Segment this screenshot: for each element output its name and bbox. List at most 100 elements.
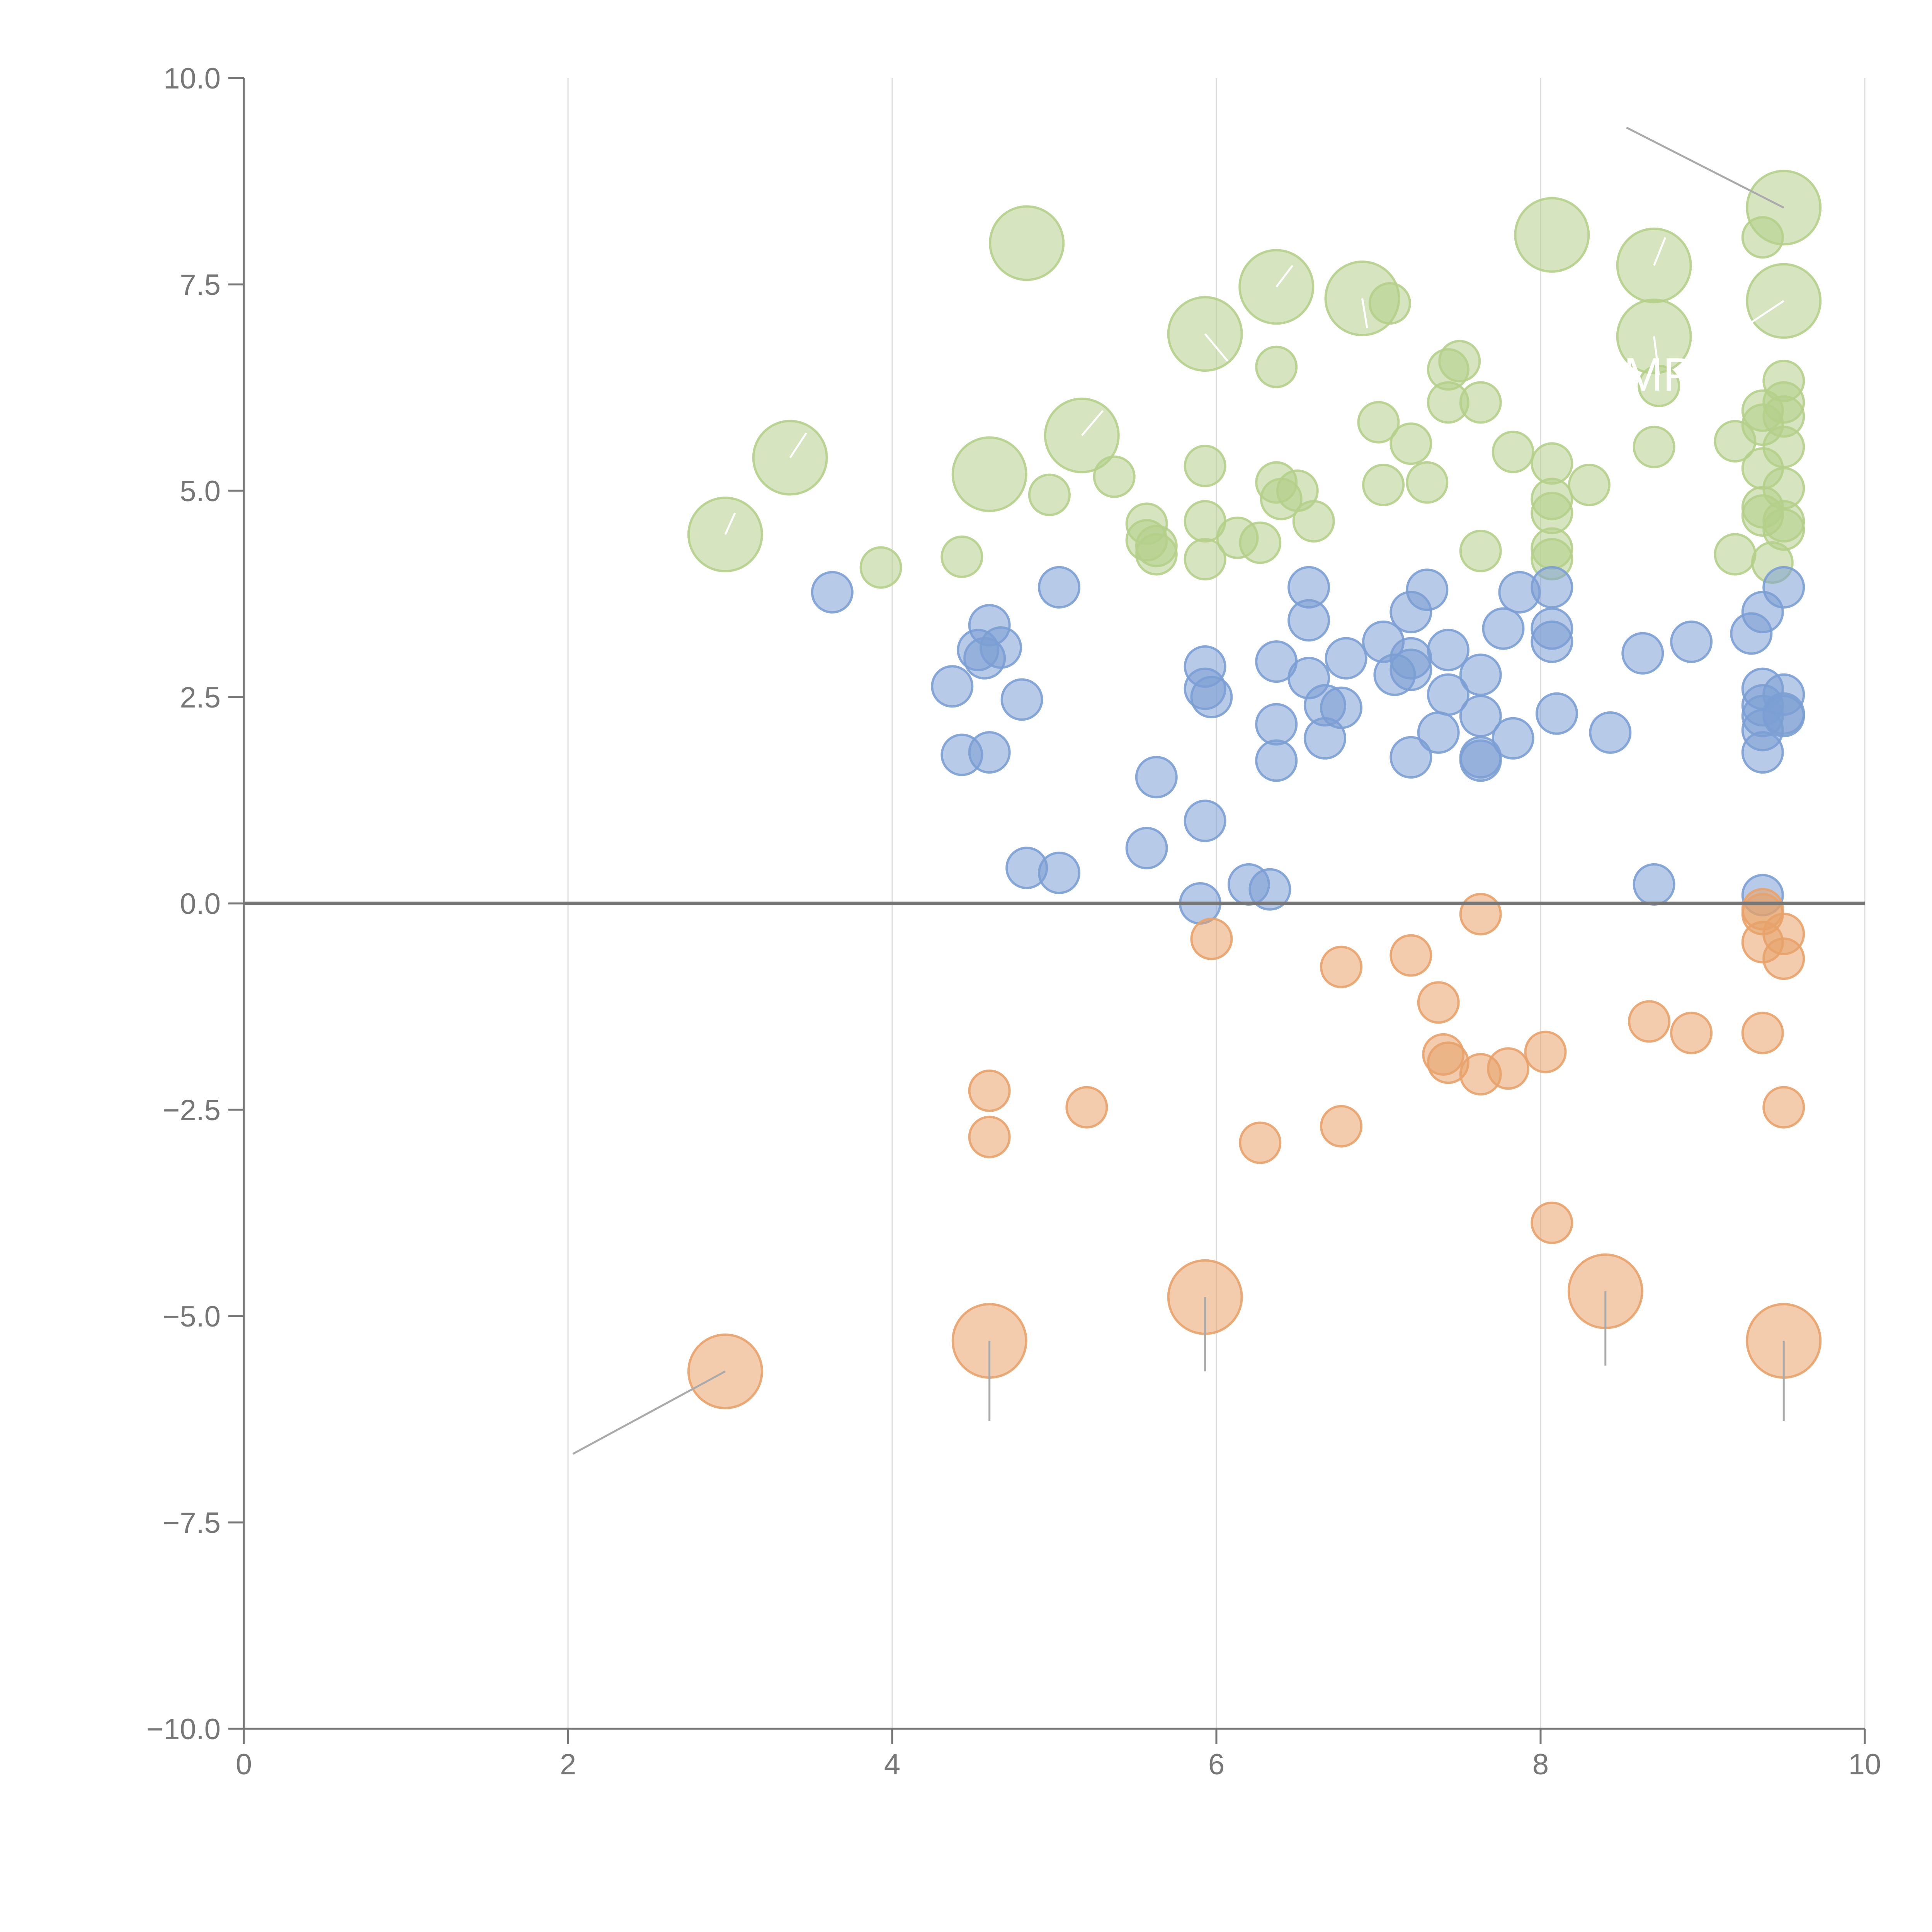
data-point-positive-low [1038, 851, 1081, 894]
data-point-positive-low [1389, 736, 1432, 779]
data-point-negative [968, 1069, 1011, 1112]
data-point-negative [1417, 981, 1460, 1024]
y-tick-label: −2.5 [163, 1094, 221, 1127]
data-point-negative [1389, 934, 1432, 977]
data-point-positive-high [1362, 464, 1405, 507]
data-point-positive-low [963, 637, 1006, 680]
data-point-positive-low [1255, 739, 1298, 782]
data-point-positive-high [1406, 461, 1449, 504]
data-point-positive-low [1287, 599, 1330, 642]
data-point-positive-high [1292, 500, 1335, 543]
axes: 0 2 4 6 8 10 10.0 7.5 5.0 2.5 0.0 −2.5 −5.0 −7.5 −10.0 [146, 62, 1881, 1781]
data-point-positive-low [1389, 590, 1432, 633]
data-point-positive-low [1589, 711, 1632, 754]
data-point-positive-low [1531, 620, 1573, 663]
data-point-positive-low [1184, 799, 1226, 842]
data-point-positive-low [1633, 863, 1675, 906]
data-point-positive-high [951, 436, 1027, 512]
y-tick-label: 2.5 [180, 681, 221, 714]
data-point-positive-low [1190, 676, 1233, 718]
data-point-positive-low [1248, 868, 1291, 911]
y-tick-label: 5.0 [180, 475, 221, 508]
data-point-negative [1190, 917, 1233, 960]
y-tick-label: −5.0 [163, 1300, 221, 1333]
data-point-positive-low [1492, 717, 1534, 760]
data-point-positive-high [1492, 430, 1534, 473]
annotation-leader-line [1361, 298, 1368, 328]
y-tick-label: −10.0 [146, 1713, 221, 1746]
annotation-leader-line [1626, 126, 1784, 209]
annotation-leader-line [1276, 265, 1294, 287]
x-tick-label: 10 [1849, 1748, 1881, 1781]
data-point-positive-low [1135, 756, 1178, 799]
data-point-positive-high [1028, 473, 1071, 516]
y-tick-label: 0.0 [180, 888, 221, 920]
data-point-positive-low [1000, 678, 1043, 721]
data-point-positive-high [859, 546, 902, 589]
annotation-leader-line [789, 432, 807, 458]
data-point-positive-low [968, 731, 1011, 774]
data-point-positive-low [1417, 711, 1460, 754]
data-point-positive-low [1125, 827, 1168, 869]
y-tick-label: 10.0 [163, 62, 221, 95]
data-point-positive-low [1535, 692, 1578, 735]
data-point-negative [1762, 1086, 1805, 1129]
annotation-leader-line [1653, 336, 1660, 376]
data-point-positive-high [1714, 420, 1757, 463]
data-point-positive-high [940, 535, 983, 578]
data-point-positive-low [1730, 612, 1773, 655]
data-point-negative [1065, 1086, 1108, 1129]
annotation-leader-line [1081, 410, 1104, 436]
data-point-negative [1741, 1012, 1784, 1054]
data-point-positive-high [1514, 197, 1590, 273]
data-point-positive-high [1184, 444, 1226, 487]
annotation-leader-line [1204, 333, 1229, 362]
data-point-positive-high [1438, 340, 1481, 383]
data-point-positive-high [1389, 422, 1432, 465]
x-tick-label: 6 [1208, 1748, 1225, 1781]
data-point-positive-low [1531, 566, 1573, 609]
annotation-leader-line [572, 1370, 726, 1455]
x-tick-label: 2 [560, 1748, 576, 1781]
data-point-positive-low [811, 571, 854, 614]
data-point-positive-low [1325, 637, 1367, 680]
data-point-negative [1531, 1201, 1573, 1244]
data-point-positive-low [1459, 739, 1502, 782]
data-point-positive-low [1304, 717, 1347, 760]
data-point-negative [1524, 1031, 1567, 1073]
data-point-positive-high [1633, 425, 1675, 468]
annotation-leader-line [1730, 300, 1784, 337]
data-point-positive-low [1621, 632, 1664, 675]
data-point-positive-high [1531, 492, 1573, 534]
data-point-positive-low [1741, 731, 1784, 774]
data-point-negative [1320, 946, 1363, 988]
y-tick-label: 7.5 [180, 269, 221, 301]
data-point-positive-low [931, 665, 974, 708]
x-tick-label: 8 [1532, 1748, 1549, 1781]
data-point-negative [1487, 1047, 1530, 1090]
data-point-positive-low [1373, 653, 1416, 696]
data-point-negative [1762, 937, 1805, 980]
annotation-label: MP [1624, 348, 1694, 401]
data-point-positive-high [1239, 521, 1282, 564]
data-point-positive-high [1184, 538, 1226, 581]
data-point-negative [1670, 1012, 1713, 1054]
x-tick-label: 4 [884, 1748, 900, 1781]
data-point-positive-high [1741, 216, 1784, 259]
data-point-negative [1239, 1121, 1282, 1164]
data-point-positive-high [1255, 345, 1298, 388]
data-point-positive-high [1135, 533, 1178, 576]
data-point-positive-high [1459, 529, 1502, 572]
data-point-positive-high [1368, 282, 1411, 325]
data-point-negative [1628, 1000, 1671, 1043]
data-point-negative [1320, 1105, 1363, 1148]
data-point-positive-low [1670, 620, 1713, 663]
annotation-leader-line [724, 512, 736, 535]
data-point-positive-low [1255, 703, 1298, 746]
y-tick-label: −7.5 [163, 1507, 221, 1539]
data-point-positive-high [1568, 464, 1611, 507]
annotation-leader-line [1653, 237, 1667, 266]
data-point-positive-high [1357, 401, 1400, 444]
data-point-negative [968, 1116, 1011, 1158]
